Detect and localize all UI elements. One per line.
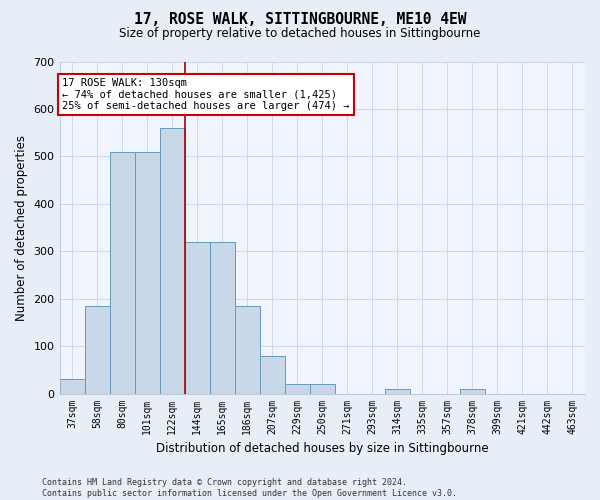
Bar	[85, 306, 110, 394]
X-axis label: Distribution of detached houses by size in Sittingbourne: Distribution of detached houses by size …	[156, 442, 488, 455]
Text: 17 ROSE WALK: 130sqm
← 74% of detached houses are smaller (1,425)
25% of semi-de: 17 ROSE WALK: 130sqm ← 74% of detached h…	[62, 78, 350, 112]
Bar	[235, 306, 260, 394]
Bar	[285, 384, 310, 394]
Bar	[134, 152, 160, 394]
Bar	[385, 389, 410, 394]
Bar	[260, 356, 285, 394]
Bar	[110, 152, 134, 394]
Bar	[160, 128, 185, 394]
Bar	[460, 389, 485, 394]
Text: Contains HM Land Registry data © Crown copyright and database right 2024.
Contai: Contains HM Land Registry data © Crown c…	[42, 478, 457, 498]
Bar	[59, 380, 85, 394]
Bar	[209, 242, 235, 394]
Y-axis label: Number of detached properties: Number of detached properties	[15, 134, 28, 320]
Bar	[185, 242, 209, 394]
Bar	[310, 384, 335, 394]
Text: Size of property relative to detached houses in Sittingbourne: Size of property relative to detached ho…	[119, 28, 481, 40]
Text: 17, ROSE WALK, SITTINGBOURNE, ME10 4EW: 17, ROSE WALK, SITTINGBOURNE, ME10 4EW	[134, 12, 466, 28]
